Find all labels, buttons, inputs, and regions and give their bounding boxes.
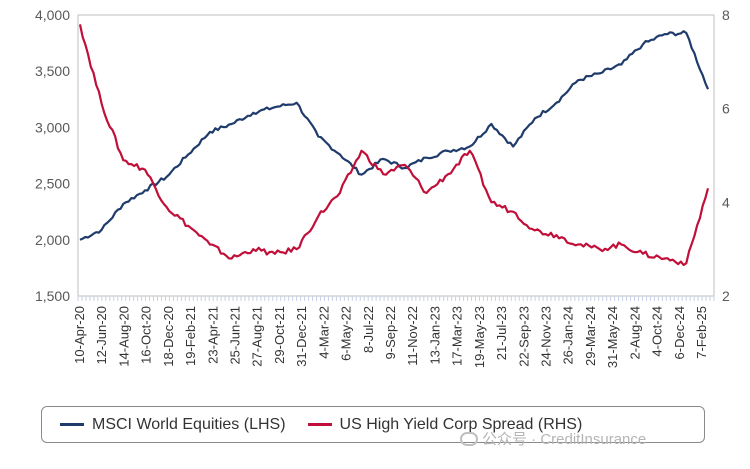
series-line-equities	[79, 30, 710, 241]
x-tick-label: 19-May-23	[472, 306, 487, 368]
right-tick-label: 2	[722, 288, 730, 304]
x-tick-label: 6-Dec-24	[672, 306, 687, 359]
x-tick-label: 17-Mar-23	[450, 306, 465, 366]
right-tick-label: 4	[722, 194, 730, 210]
x-tick-label: 29-Mar-24	[583, 306, 598, 366]
x-tick-label: 16-Oct-20	[139, 306, 154, 364]
x-tick-label: 4-Mar-22	[316, 306, 331, 359]
legend-item-equities: MSCI World Equities (LHS)	[60, 416, 286, 434]
plot-area-border	[77, 14, 715, 297]
x-tick-label: 4-Oct-24	[650, 306, 665, 357]
x-tick-label: 12-Jun-20	[94, 306, 109, 365]
x-tick-label: 6-May-22	[339, 306, 354, 361]
x-tick-label: 31-May-24	[605, 306, 620, 368]
x-tick-label: 29-Oct-21	[272, 306, 287, 364]
legend-swatch-spread	[307, 423, 332, 426]
x-tick-label: 24-Nov-23	[539, 306, 554, 367]
series-line-spread	[78, 24, 710, 267]
left-tick-label: 3,500	[35, 63, 70, 79]
x-tick-label: 2-Aug-24	[627, 306, 642, 359]
series-lines	[78, 24, 710, 267]
left-tick-label: 4,000	[35, 7, 70, 23]
watermark-text: 公众号 · CreditInsurance	[482, 431, 647, 448]
x-tick-label: 13-Jan-23	[427, 306, 442, 365]
wechat-icon	[460, 432, 478, 446]
x-tick-label: 10-Apr-20	[72, 306, 87, 364]
legend-label-equities: MSCI World Equities (LHS)	[92, 415, 286, 433]
x-tick-label: 7-Feb-25	[694, 306, 709, 359]
left-tick-label: 3,000	[35, 119, 70, 135]
left-tick-label: 2,000	[35, 232, 70, 248]
x-tick-label: 31-Dec-21	[294, 306, 309, 367]
x-tick-label: 11-Nov-22	[405, 306, 420, 366]
x-tick-label: 26-Jan-24	[561, 306, 576, 365]
x-tick-marks	[77, 296, 715, 301]
x-tick-label: 18-Dec-20	[161, 306, 176, 367]
left-axis-ticks: 1,500 2,000 2,500 3,000 3,500 4,000	[35, 7, 70, 304]
x-tick-label: 8-Jul-22	[361, 306, 376, 353]
x-tick-label: 25-Jun-21	[228, 306, 243, 365]
x-tick-label: 19-Feb-21	[183, 306, 198, 366]
left-tick-label: 1,500	[35, 288, 70, 304]
x-tick-label: 14-Aug-20	[116, 306, 131, 367]
legend-item-spread: US High Yield Corp Spread (RHS)	[307, 415, 583, 434]
watermark: 公众号 · CreditInsurance	[460, 428, 646, 449]
left-tick-label: 2,500	[35, 176, 70, 192]
right-tick-label: 8	[722, 7, 730, 23]
x-tick-label: 21-Jul-23	[494, 306, 509, 360]
legend-label-spread: US High Yield Corp Spread (RHS)	[339, 415, 583, 433]
x-axis-ticks: 10-Apr-20 12-Jun-20 14-Aug-20 16-Oct-20 18-D…	[72, 306, 709, 368]
right-axis-ticks: 2 4 6 8	[722, 7, 730, 304]
x-tick-label: 22-Sep-23	[516, 306, 531, 367]
x-tick-label: 27-Aug-21	[250, 306, 265, 367]
right-tick-label: 6	[722, 101, 730, 117]
legend-swatch-equities	[60, 423, 84, 426]
x-tick-label: 9-Sep-22	[383, 306, 398, 359]
x-tick-label: 23-Apr-21	[205, 306, 220, 364]
legend: MSCI World Equities (LHS) US High Yield …	[41, 406, 705, 443]
